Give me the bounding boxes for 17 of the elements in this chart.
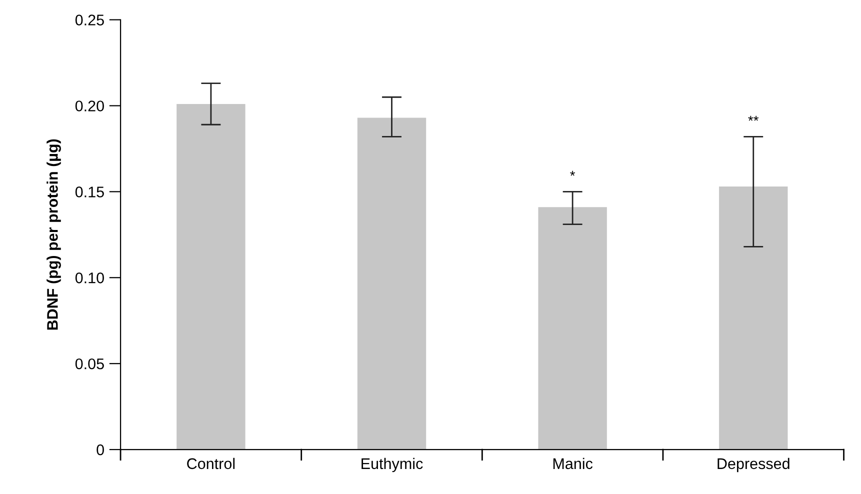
x-tick-label: Manic — [553, 458, 593, 470]
y-tick-label: 0.10 — [75, 272, 104, 284]
annotation: * — [570, 170, 576, 176]
bar — [357, 118, 426, 450]
y-tick-label: 0.20 — [75, 100, 104, 112]
x-tick-label: Euthymic — [362, 458, 423, 472]
bar — [176, 104, 246, 450]
x-tick-label: Control — [187, 458, 235, 470]
annotation: ** — [748, 116, 759, 121]
x-tick-label: Depressed — [718, 458, 790, 472]
y-tick-label: 0.15 — [75, 186, 104, 198]
y-axis-title: BDNF (pg) per protein (µg) — [46, 139, 61, 330]
y-tick-label: 0.25 — [75, 14, 104, 26]
y-tick-label: 0 — [96, 444, 104, 456]
bar — [538, 207, 607, 450]
bar — [719, 186, 788, 450]
y-tick-label: 0.05 — [75, 358, 104, 370]
